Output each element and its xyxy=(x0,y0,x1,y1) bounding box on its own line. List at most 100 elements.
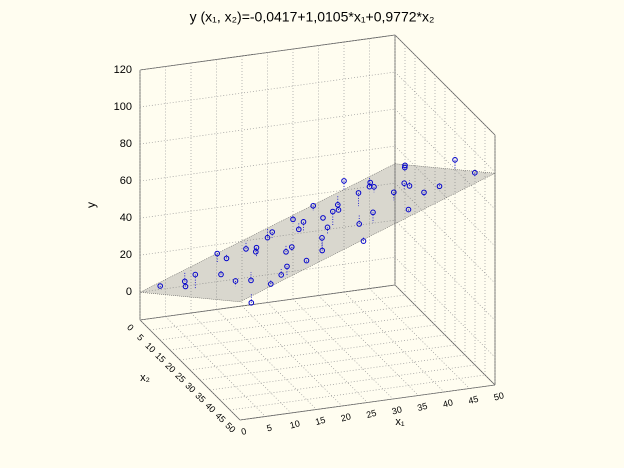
grid-line xyxy=(139,182,396,219)
grid-line xyxy=(139,108,396,145)
data-point xyxy=(406,183,413,189)
grid-line xyxy=(149,294,406,331)
grid-line xyxy=(219,364,476,401)
data-point xyxy=(370,209,376,216)
data-point xyxy=(472,169,478,176)
data-point xyxy=(218,271,224,278)
x1-tick-label: 15 xyxy=(314,415,326,427)
x2-tick-label: 15 xyxy=(153,350,167,364)
grid-line xyxy=(169,314,426,351)
data-point xyxy=(283,249,289,255)
data-point xyxy=(192,271,199,278)
data-point xyxy=(319,235,325,241)
data-point xyxy=(232,278,239,284)
y-tick-label: 40 xyxy=(120,212,132,224)
grid-line xyxy=(394,108,496,210)
x2-tick-label: 10 xyxy=(143,340,157,354)
y-tick-label: 0 xyxy=(126,286,132,298)
data-point xyxy=(278,272,285,278)
y-tick-label: 20 xyxy=(120,249,132,261)
data-point xyxy=(401,180,408,186)
data-point xyxy=(268,281,274,287)
x2-tick-label: 0 xyxy=(125,322,136,333)
data-point xyxy=(214,250,220,257)
grid-line xyxy=(159,304,416,341)
grid-line xyxy=(267,302,368,403)
data-point xyxy=(405,206,412,213)
grid-line xyxy=(139,284,396,321)
data-point xyxy=(269,229,276,235)
x1-tick-label: 0 xyxy=(240,426,247,437)
y-axis-label: y xyxy=(84,202,98,208)
grid-line xyxy=(190,312,292,414)
data-point xyxy=(223,255,230,262)
data-point xyxy=(356,221,363,227)
data-point xyxy=(452,157,458,163)
grid-line xyxy=(139,34,396,71)
grid-line xyxy=(394,145,496,247)
grid-line xyxy=(318,295,419,396)
grid-line xyxy=(394,182,496,284)
grid-line xyxy=(179,324,436,361)
data-point xyxy=(421,189,427,196)
data-point xyxy=(402,162,408,169)
grid-line xyxy=(369,288,470,389)
x1-tick-label: 5 xyxy=(266,422,273,433)
x2-tick-label: 50 xyxy=(223,420,237,434)
grid-line xyxy=(394,219,496,321)
grid-line xyxy=(394,256,496,358)
x2-tick-label: 40 xyxy=(203,400,217,414)
data-point xyxy=(335,202,341,208)
x2-tick-label: 5 xyxy=(135,332,146,343)
data-point xyxy=(341,178,347,184)
data-point xyxy=(324,224,331,231)
y-tick-label: 60 xyxy=(120,175,132,187)
x1-tick-label: 45 xyxy=(467,394,479,406)
data-point xyxy=(157,283,163,289)
grid-line xyxy=(139,145,396,182)
data-point xyxy=(366,183,373,190)
grid-line xyxy=(139,71,396,108)
regression-plane xyxy=(139,163,496,303)
grid-line xyxy=(239,384,496,421)
data-point xyxy=(391,189,397,196)
grid-line xyxy=(343,291,445,393)
data-point xyxy=(300,219,307,225)
data-point xyxy=(355,190,362,196)
data-point xyxy=(303,257,310,264)
x1-tick-label: 35 xyxy=(416,401,428,413)
grid-line xyxy=(229,374,486,411)
chart-title: y (x₁, x₂)=-0,0417+1,0105*x₁+0,9772*x₂ xyxy=(190,9,435,25)
x2-tick-label: 30 xyxy=(183,380,197,394)
grid-line xyxy=(394,284,496,386)
data-point xyxy=(436,183,443,190)
data-point xyxy=(248,299,255,306)
grid-line xyxy=(292,298,394,400)
x1-tick-label: 40 xyxy=(442,397,454,409)
grid-line xyxy=(139,256,396,293)
data-point xyxy=(182,278,188,285)
grid-line xyxy=(216,309,317,410)
grid-line xyxy=(165,316,266,417)
y-tick-label: 120 xyxy=(114,64,132,76)
data-point xyxy=(253,248,259,255)
data-point xyxy=(248,277,254,284)
grid-line xyxy=(189,334,446,371)
grid-line xyxy=(241,305,343,407)
grid-line xyxy=(139,219,396,256)
y-tick-label: 80 xyxy=(120,138,132,150)
data-point xyxy=(264,234,271,241)
x2-tick-label: 35 xyxy=(193,390,207,404)
data-point xyxy=(182,283,189,290)
data-point xyxy=(310,202,317,209)
grid-line xyxy=(394,34,496,136)
x2-tick-label: 45 xyxy=(213,410,227,424)
data-point xyxy=(319,247,326,254)
data-point xyxy=(243,246,249,252)
data-point xyxy=(289,244,295,250)
x1-tick-label: 20 xyxy=(340,411,352,423)
grid-line xyxy=(394,71,496,173)
x1-tick-label: 50 xyxy=(493,390,505,402)
data-point xyxy=(284,263,290,270)
